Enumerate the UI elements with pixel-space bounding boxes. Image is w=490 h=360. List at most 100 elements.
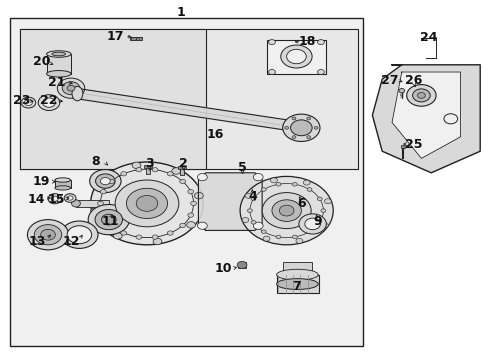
Circle shape (272, 200, 301, 221)
Text: 14: 14 (28, 193, 46, 206)
Circle shape (100, 190, 106, 194)
Polygon shape (392, 72, 461, 158)
Text: 12: 12 (62, 235, 80, 248)
Circle shape (303, 180, 310, 185)
Text: 1: 1 (177, 6, 186, 19)
Bar (267, 40, 326, 74)
Bar (146, 167, 150, 174)
Circle shape (48, 194, 62, 204)
Circle shape (307, 117, 311, 120)
Circle shape (318, 69, 324, 75)
Circle shape (399, 89, 405, 93)
Circle shape (292, 117, 296, 120)
Circle shape (98, 179, 107, 185)
Bar (20, 29, 206, 169)
Text: 20: 20 (33, 55, 50, 68)
Bar (238, 262, 246, 268)
Text: 24: 24 (420, 31, 438, 44)
Bar (277, 275, 318, 293)
Circle shape (293, 235, 297, 239)
Circle shape (293, 183, 297, 186)
Text: 10: 10 (214, 262, 232, 275)
Circle shape (62, 82, 80, 95)
Circle shape (261, 188, 266, 191)
Text: 8: 8 (91, 156, 100, 168)
Circle shape (152, 167, 158, 172)
Circle shape (413, 89, 430, 102)
Circle shape (296, 238, 303, 243)
Circle shape (51, 196, 58, 201)
Bar (55, 180, 71, 188)
Text: 11: 11 (101, 215, 119, 228)
Circle shape (115, 180, 179, 227)
Circle shape (88, 204, 129, 235)
Circle shape (108, 179, 114, 184)
Circle shape (237, 261, 247, 269)
Circle shape (242, 217, 249, 222)
Circle shape (100, 213, 106, 217)
Text: 4: 4 (248, 190, 257, 203)
Circle shape (168, 172, 173, 176)
Circle shape (240, 176, 333, 245)
Circle shape (96, 174, 115, 188)
Circle shape (270, 178, 277, 183)
Bar (10, 18, 363, 346)
Circle shape (136, 167, 142, 172)
Circle shape (269, 40, 275, 45)
Circle shape (38, 95, 60, 111)
Text: 25: 25 (405, 138, 423, 150)
Polygon shape (198, 173, 262, 230)
Circle shape (307, 136, 311, 139)
Text: 9: 9 (313, 215, 322, 228)
Circle shape (251, 221, 256, 224)
Circle shape (318, 221, 322, 224)
Circle shape (407, 85, 436, 106)
Text: 6: 6 (297, 197, 306, 210)
Circle shape (279, 205, 294, 216)
Ellipse shape (72, 200, 80, 207)
Circle shape (113, 233, 122, 239)
Bar (47, 54, 71, 74)
Ellipse shape (55, 186, 71, 190)
Circle shape (444, 114, 458, 124)
Circle shape (34, 225, 62, 245)
Circle shape (281, 45, 312, 68)
Circle shape (27, 220, 69, 250)
Text: 22: 22 (40, 94, 58, 107)
Circle shape (180, 223, 186, 228)
Circle shape (121, 172, 126, 176)
Text: 5: 5 (238, 161, 247, 174)
Circle shape (91, 208, 99, 214)
Circle shape (136, 195, 158, 211)
Circle shape (253, 222, 263, 229)
Text: 26: 26 (405, 75, 423, 87)
Text: 16: 16 (207, 129, 224, 141)
Circle shape (307, 188, 312, 191)
Circle shape (253, 174, 263, 181)
Circle shape (67, 196, 73, 200)
Circle shape (132, 162, 141, 168)
Circle shape (318, 197, 322, 201)
Circle shape (307, 230, 312, 234)
Text: 23: 23 (13, 94, 31, 107)
Circle shape (21, 97, 36, 108)
Polygon shape (76, 88, 306, 133)
Circle shape (43, 98, 55, 107)
Circle shape (245, 193, 252, 198)
Circle shape (197, 174, 207, 181)
Ellipse shape (55, 178, 71, 182)
Text: 13: 13 (28, 235, 46, 248)
Circle shape (269, 69, 275, 75)
Text: 15: 15 (48, 193, 65, 206)
Circle shape (24, 100, 32, 105)
Text: 7: 7 (292, 280, 301, 293)
Polygon shape (372, 65, 480, 173)
Circle shape (168, 231, 173, 235)
Ellipse shape (52, 52, 66, 56)
Circle shape (187, 222, 196, 228)
Circle shape (283, 114, 320, 141)
Circle shape (195, 193, 203, 199)
Circle shape (263, 236, 270, 241)
Circle shape (67, 226, 92, 244)
Text: 19: 19 (33, 175, 50, 188)
